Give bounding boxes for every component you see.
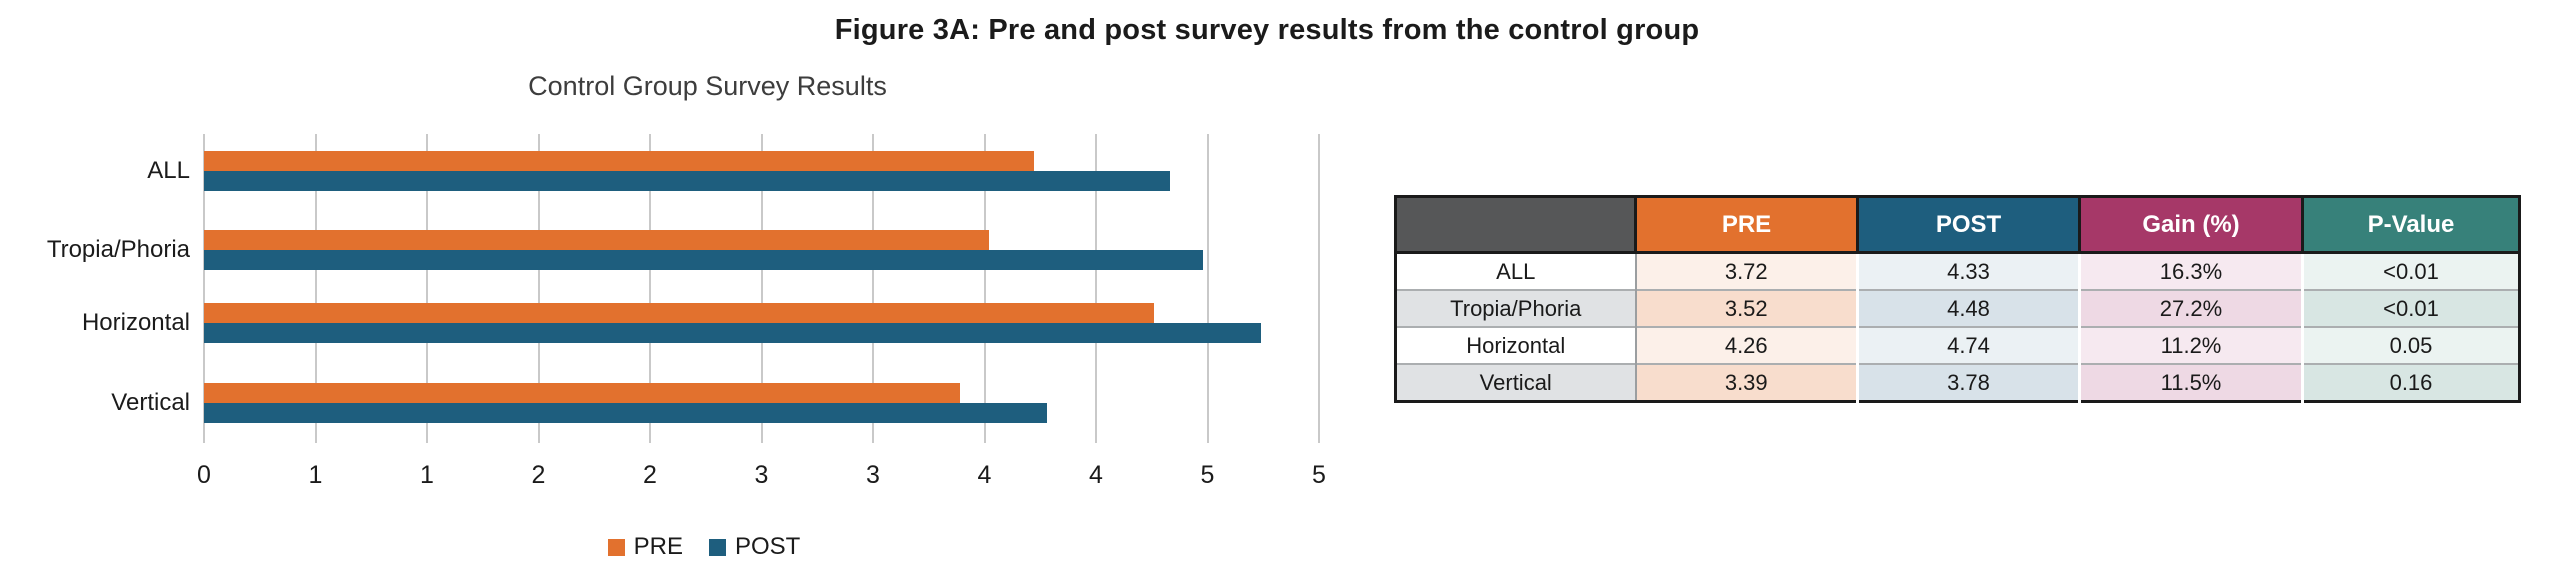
pre-bar (204, 303, 1154, 323)
chart-title: Control Group Survey Results (528, 71, 887, 101)
table-cell-p_value: 0.16 (2301, 363, 2520, 402)
table-cell-gain: 11.5% (2078, 363, 2303, 402)
x-axis-tick-label: 2 (531, 461, 546, 489)
post-bar (204, 171, 1170, 191)
legend-item-pre: PRE (607, 533, 683, 561)
post-legend-swatch-icon (709, 538, 726, 556)
table-row: Horizontal 4.26 4.74 11.2% 0.05 (1395, 326, 2520, 364)
table-cell-gain: 27.2% (2078, 289, 2303, 327)
post-bar (204, 250, 1203, 270)
table-cell-label: Tropia/Phoria (1395, 289, 1636, 327)
pre-bar (204, 230, 989, 250)
table-cell-post: 3.78 (1856, 363, 2080, 402)
table-cell-pre: 4.26 (1634, 326, 1858, 364)
y-axis-category-label: Tropia/Phoria (46, 236, 190, 263)
y-axis-category-label: ALL (147, 157, 190, 184)
pre-bar (204, 151, 1034, 171)
table-cell-pre: 3.52 (1634, 289, 1858, 327)
x-axis-tick-label: 4 (977, 461, 992, 489)
results-table: PRE POST Gain (%) P-Value ALL 3.72 4.33 16.3% <… (1394, 195, 2521, 403)
table-cell-label: Horizontal (1395, 326, 1636, 364)
x-axis-tick-label: 1 (420, 461, 434, 489)
y-axis-category-label: Horizontal (81, 309, 190, 336)
legend-item-post: POST (709, 533, 800, 561)
results-table-header: PRE POST Gain (%) P-Value (1394, 195, 2521, 254)
x-axis-tick-label: 1 (308, 461, 323, 489)
table-cell-pre: 3.39 (1634, 363, 1858, 402)
table-header-row: PRE POST Gain (%) P-Value (1394, 195, 2521, 254)
legend-label: POST (735, 533, 801, 560)
pre-bar (204, 383, 960, 403)
table-row: Tropia/Phoria 3.52 4.48 27.2% <0.01 (1395, 289, 2520, 327)
table-cell-gain: 16.3% (2078, 251, 2303, 290)
gridline (872, 134, 874, 443)
table-cell-label: ALL (1395, 251, 1636, 290)
table-header-cell: PRE (1634, 195, 1859, 254)
gridline (314, 134, 317, 443)
results-table-body: ALL 3.72 4.33 16.3% <0.01 Tropia/Phoria 3.52 4.… (1395, 251, 2520, 402)
x-axis-tick-label: 5 (1312, 461, 1326, 489)
figure-title: Figure 3A: Pre and post survey results f… (834, 14, 1700, 46)
table-cell-pre: 3.72 (1634, 251, 1858, 290)
x-axis-tick-label: 0 (197, 461, 211, 489)
gridline (203, 134, 205, 443)
bar-chart-plot-area: 0 1 1 2 2 3 3 4 4 5 5 ALL Tropia/Phoria Horizontal Ver… (47, 134, 1326, 489)
gridline (426, 134, 428, 443)
x-axis-tick-label: 5 (1200, 461, 1215, 489)
x-axis-tick-label: 3 (866, 461, 880, 489)
chart-legend: PRE POST (204, 533, 1204, 561)
legend-label: PRE (633, 533, 683, 560)
x-axis-tick-label: 4 (1089, 461, 1103, 489)
x-axis-tick-label: 3 (754, 461, 769, 489)
post-bar (204, 323, 1261, 343)
gridline (1095, 134, 1097, 443)
table-cell-p_value: <0.01 (2301, 289, 2520, 327)
gridline (760, 134, 763, 443)
table-cell-p_value: 0.05 (2301, 326, 2520, 364)
table-cell-post: 4.33 (1856, 251, 2080, 290)
table-cell-gain: 11.2% (2078, 326, 2303, 364)
gridline (649, 134, 651, 443)
y-axis-category-label: Vertical (111, 389, 190, 416)
table-cell-p_value: <0.01 (2301, 251, 2520, 290)
table-cell-label: Vertical (1395, 363, 1636, 402)
x-axis-tick-label: 2 (643, 461, 657, 489)
table-header-cell (1394, 195, 1637, 254)
pre-legend-swatch-icon (607, 538, 625, 556)
table-row: ALL 3.72 4.33 16.3% <0.01 (1395, 251, 2520, 290)
table-header-cell: P-Value (2301, 195, 2521, 254)
table-cell-post: 4.74 (1856, 326, 2080, 364)
post-bar (204, 403, 1047, 423)
gridline (1206, 134, 1209, 443)
gridline (1318, 134, 1320, 443)
table-header-cell: Gain (%) (2078, 195, 2304, 254)
table-header-cell: POST (1856, 195, 2081, 254)
table-row: Vertical 3.39 3.78 11.5% 0.16 (1395, 363, 2520, 402)
gridline (537, 134, 540, 443)
gridline (983, 134, 986, 443)
table-cell-post: 4.48 (1856, 289, 2080, 327)
